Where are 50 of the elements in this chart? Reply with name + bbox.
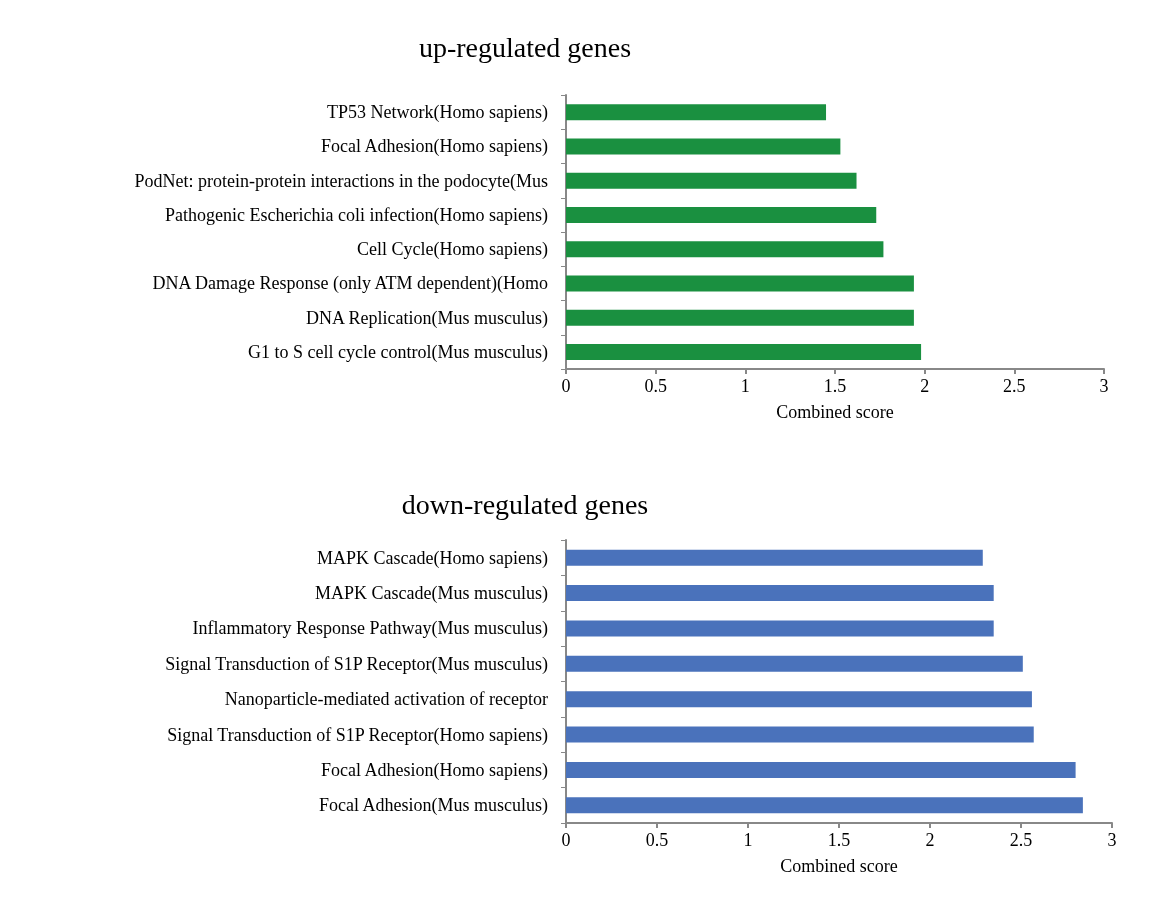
x-axis-title: Combined score [780, 856, 898, 876]
x-tick-label: 0 [561, 830, 571, 850]
y-tick-label: PodNet: protein-protein interactions in the podocyte(Mus [134, 170, 548, 192]
bar [566, 275, 914, 292]
y-tick-label: Pathogenic Escherichia coli infection(Homo sapiens) [165, 204, 548, 226]
y-tick-label: Focal Adhesion(Homo sapiens) [321, 136, 549, 158]
y-tick-label: Focal Adhesion(Homo sapiens) [321, 759, 549, 781]
bar [566, 172, 857, 189]
bar [566, 343, 922, 360]
y-tick-label: TP53 Network(Homo sapiens) [327, 102, 548, 124]
bar [566, 585, 994, 602]
x-tick-label: 0.5 [645, 830, 669, 850]
y-tick-label: Inflammatory Response Pathway(Mus musculus) [192, 618, 548, 640]
x-tick-label: 3 [1107, 830, 1117, 850]
y-tick-label: Signal Transduction of S1P Receptor(Mus musculus) [165, 653, 548, 675]
y-tick-label: Cell Cycle(Homo sapiens) [357, 239, 548, 261]
bar [566, 797, 1083, 814]
x-tick-label: 2.5 [1003, 376, 1026, 396]
bar [566, 655, 1023, 672]
x-tick-label: 0 [561, 376, 571, 396]
x-axis-title: Combined score [776, 402, 894, 422]
x-tick-label: 0.5 [644, 376, 667, 396]
y-tick-label: Focal Adhesion(Mus musculus) [319, 795, 548, 817]
bar [566, 761, 1076, 778]
y-tick-label: DNA Replication(Mus musculus) [306, 307, 548, 329]
bar [566, 138, 841, 155]
bar [566, 104, 827, 121]
bar [566, 309, 914, 326]
bar [566, 241, 884, 258]
bar [566, 206, 877, 223]
y-tick-label: Signal Transduction of S1P Receptor(Homo sapiens) [167, 724, 549, 746]
y-tick-label: DNA Damage Response (only ATM dependent)(Homo [152, 273, 548, 295]
bar [566, 691, 1032, 708]
chart-title: down-regulated genes [401, 488, 649, 520]
x-tick-label: 3 [1099, 376, 1109, 396]
x-tick-label: 2 [920, 376, 930, 396]
bar [566, 549, 983, 566]
y-tick-label: MAPK Cascade(Mus musculus) [315, 583, 548, 605]
bar [566, 726, 1034, 743]
y-tick-label: MAPK Cascade(Homo sapiens) [317, 547, 548, 569]
x-tick-label: 2 [925, 830, 935, 850]
chart-title: up-regulated genes [418, 31, 632, 63]
y-tick-label: G1 to S cell cycle control(Mus musculus) [248, 341, 548, 363]
x-tick-label: 1 [743, 830, 753, 850]
y-tick-label: Nanoparticle-mediated activation of receptor [224, 689, 548, 710]
x-tick-label: 1 [740, 376, 750, 396]
x-tick-label: 1.5 [827, 830, 851, 850]
x-tick-label: 1.5 [823, 376, 847, 396]
bar [566, 620, 994, 637]
x-tick-label: 2.5 [1009, 830, 1033, 850]
